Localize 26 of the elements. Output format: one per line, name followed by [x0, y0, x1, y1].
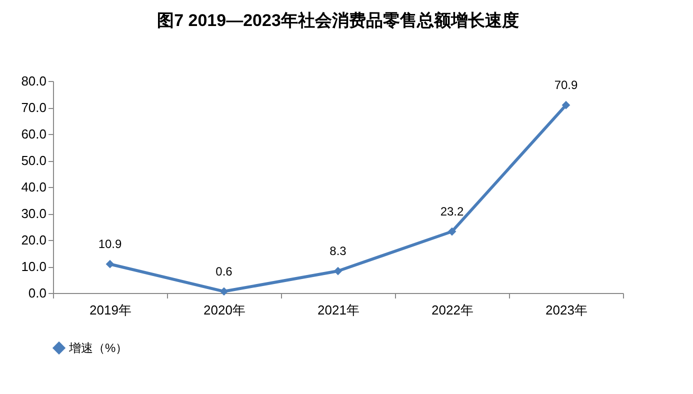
x-tick-label: 2021年 — [318, 302, 360, 318]
data-label: 23.2 — [440, 204, 464, 219]
chart-title: 图7 2019—2023年社会消费品零售总额增长速度 — [157, 11, 519, 30]
y-tick-label: 30.0 — [21, 206, 46, 221]
legend-label: 增速（%） — [68, 341, 128, 355]
y-tick-label: 70.0 — [21, 100, 46, 115]
x-tick-label: 2020年 — [204, 302, 246, 318]
y-tick-label: 0.0 — [28, 286, 46, 300]
data-label: 8.3 — [330, 244, 347, 258]
data-label: 10.9 — [98, 237, 122, 252]
x-tick-label: 2019年 — [90, 302, 132, 318]
y-tick-label: 80.0 — [21, 74, 46, 88]
y-tick-label: 20.0 — [21, 232, 46, 248]
point — [448, 227, 456, 236]
y-tick-label: 50.0 — [21, 153, 46, 168]
point — [220, 287, 228, 296]
y-tick-label: 40.0 — [21, 180, 46, 194]
point — [106, 260, 114, 268]
point — [334, 266, 342, 276]
data-label: 70.9 — [554, 78, 578, 92]
x-tick-label: 2023年 — [546, 302, 588, 318]
point — [562, 100, 570, 110]
data-label: 0.6 — [216, 264, 233, 278]
x-tick-label: 2022年 — [432, 302, 474, 318]
y-tick-label: 10.0 — [21, 259, 46, 274]
y-tick-label: 60.0 — [21, 126, 46, 142]
